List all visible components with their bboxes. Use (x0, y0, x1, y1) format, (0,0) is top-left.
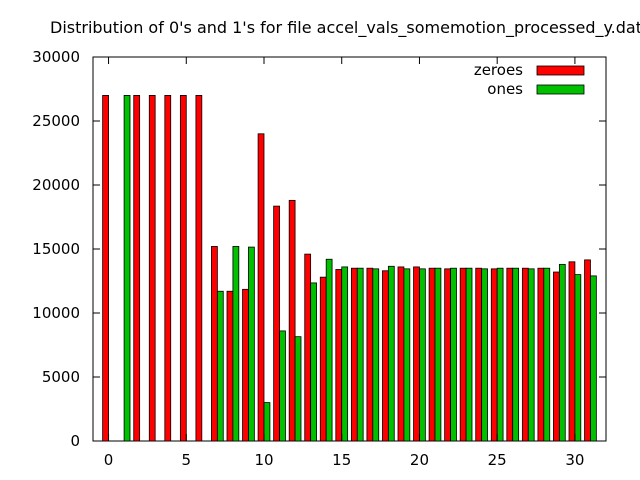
legend-label-ones: ones (487, 80, 523, 98)
bar-zeroes-15 (335, 269, 343, 442)
y-tick-label-5000: 5000 (42, 368, 80, 386)
bar-zeroes-8 (226, 290, 234, 442)
bar-ones-8 (232, 246, 240, 442)
bar-zeroes-23 (459, 267, 467, 442)
bar-ones-26 (512, 267, 520, 442)
y-tick-label-0: 0 (70, 432, 80, 450)
bar-zeroes-12 (288, 199, 296, 442)
x-tick-label-20: 20 (410, 451, 429, 469)
bar-zeroes-29 (553, 271, 560, 442)
y-tick-label-30000: 30000 (32, 48, 80, 66)
bar-ones-18 (387, 265, 395, 442)
bar-ones-24 (481, 268, 488, 442)
x-tick-label-30: 30 (565, 451, 584, 469)
bar-ones-10 (263, 402, 271, 442)
bar-ones-9 (248, 246, 255, 442)
bar-zeroes-16 (350, 267, 358, 442)
bar-ones-25 (496, 267, 504, 442)
bar-ones-20 (419, 268, 426, 442)
bar-zeroes-7 (211, 246, 218, 442)
chart-title: Distribution of 0's and 1's for file acc… (50, 18, 640, 38)
bar-ones-7 (216, 290, 224, 442)
bar-zeroes-22 (444, 268, 451, 442)
bar-zeroes-9 (242, 288, 249, 442)
bar-zeroes-25 (490, 268, 498, 442)
bar-zeroes-4 (164, 95, 172, 442)
bar-zeroes-30 (568, 261, 576, 442)
y-tick-label-15000: 15000 (32, 240, 80, 258)
bars-group (102, 95, 597, 442)
bar-zeroes-0 (102, 95, 109, 442)
bar-ones-14 (325, 258, 333, 442)
bar-ones-13 (310, 282, 317, 442)
bar-ones-23 (465, 267, 473, 442)
axes-group: 0 5000 10000 15000 20000 25000 30000 0 5 10 15 20 25… (32, 48, 606, 469)
bar-zeroes-5 (179, 95, 187, 442)
bar-zeroes-31 (584, 259, 591, 442)
bar-ones-29 (558, 263, 566, 442)
bar-zeroes-20 (413, 266, 420, 442)
bar-zeroes-28 (537, 267, 545, 442)
bar-zeroes-10 (257, 133, 265, 442)
bar-ones-21 (434, 267, 442, 442)
bar-ones-28 (543, 267, 551, 442)
bar-zeroes-13 (304, 253, 312, 442)
bar-ones-1 (123, 95, 131, 442)
bar-ones-30 (574, 274, 582, 442)
bar-zeroes-24 (475, 267, 483, 442)
bar-zeroes-21 (428, 267, 436, 442)
bar-ones-22 (450, 267, 457, 442)
x-tick-label-0: 0 (104, 451, 114, 469)
bar-ones-27 (527, 268, 535, 442)
bar-zeroes-17 (366, 267, 374, 442)
bar-zeroes-19 (397, 266, 405, 442)
bar-ones-17 (372, 268, 380, 442)
y-tick-label-25000: 25000 (32, 112, 80, 130)
x-tick-label-15: 15 (332, 451, 351, 469)
bar-ones-12 (294, 336, 302, 442)
bar-zeroes-18 (382, 270, 389, 442)
bar-ones-31 (590, 275, 597, 442)
x-tick-label-25: 25 (488, 451, 507, 469)
bar-ones-15 (341, 266, 349, 442)
bar-zeroes-3 (148, 95, 156, 442)
y-tick-label-10000: 10000 (32, 304, 80, 322)
bar-zeroes-26 (506, 267, 514, 442)
legend-label-zeroes: zeroes (474, 61, 523, 79)
x-tick-label-10: 10 (254, 451, 273, 469)
bar-ones-19 (403, 268, 411, 442)
bar-ones-11 (279, 330, 286, 442)
bar-zeroes-11 (273, 205, 280, 442)
bar-zeroes-27 (521, 267, 529, 442)
legend-swatch-zeroes (536, 65, 585, 76)
bar-zeroes-14 (319, 276, 327, 442)
bar-ones-16 (356, 267, 364, 442)
legend-swatch-ones (536, 84, 585, 95)
bar-zeroes-2 (133, 95, 141, 442)
y-tick-label-20000: 20000 (32, 176, 80, 194)
bar-zeroes-6 (195, 95, 203, 442)
x-tick-label-5: 5 (181, 451, 191, 469)
